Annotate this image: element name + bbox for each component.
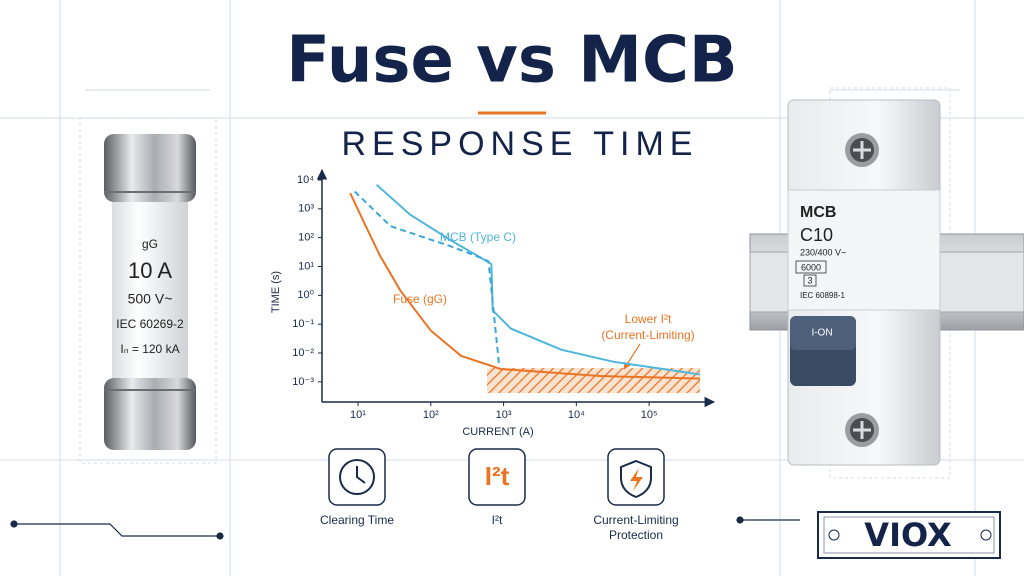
fuse-label: 500 V~	[128, 291, 173, 307]
annotation: (Current-Limiting)	[601, 328, 694, 342]
shield-icon	[620, 459, 652, 499]
title: Fuse vs MCB	[286, 24, 737, 98]
y-tick-label: 10¹	[298, 260, 314, 272]
series-label: MCB (Type C)	[440, 230, 516, 244]
y-tick-label: 10⁻¹	[292, 318, 314, 330]
fuse-label: gG	[142, 237, 158, 251]
series-line	[349, 192, 701, 380]
series-label: Fuse (gG)	[393, 292, 447, 306]
icon-label: Protection	[609, 528, 663, 542]
annotation-arrow	[623, 343, 641, 370]
x-tick-label: 10⁴	[568, 409, 585, 421]
mcb-label: C10	[800, 225, 833, 245]
icon-label: I²t	[492, 513, 503, 527]
series-line	[375, 184, 701, 376]
mcb-label: MCB	[800, 204, 836, 221]
x-tick-label: 10⁵	[641, 409, 658, 421]
icon-label: Clearing Time	[320, 513, 394, 527]
mcb-label: 3	[807, 275, 812, 285]
y-tick-label: 10³	[298, 203, 314, 215]
current-limiting-area	[487, 368, 700, 393]
fuse-label: IEC 60269-2	[116, 317, 184, 331]
clock-icon	[339, 459, 375, 495]
y-axis-label: TIME (s)	[270, 271, 282, 313]
annotation: Lower I²t	[625, 312, 672, 326]
subtitle: RESPONSE TIME	[342, 125, 699, 163]
icon-glyph: I²t	[485, 461, 510, 491]
y-tick-label: 10⁻³	[292, 376, 314, 388]
mcb-illustration	[749, 99, 1024, 466]
chart: 10⁴ 10³ 10² 10¹ 10⁰ 10⁻¹ 10⁻² 10⁻³ 10¹ 10² 10³ 10⁴ 1…	[270, 168, 716, 438]
x-tick-label: 10²	[423, 409, 439, 421]
switch-label: I-ON	[811, 328, 832, 339]
y-tick-label: 10⁰	[297, 289, 314, 301]
x-tick-label: 10³	[496, 409, 512, 421]
series-line	[354, 190, 501, 367]
fuse-label: Iₙ = 120 kA	[120, 342, 179, 356]
icon-label: Current-Limiting	[593, 513, 678, 527]
y-tick-label: 10⁴	[297, 174, 314, 186]
fuse-illustration	[104, 134, 196, 450]
fuse-label: 10 A	[128, 258, 172, 283]
x-tick-label: 10¹	[350, 409, 366, 421]
brand-badge	[817, 511, 1001, 559]
mcb-label: IEC 60898-1	[800, 291, 845, 300]
y-tick-label: 10⁻²	[292, 347, 314, 359]
mcb-label: 230/400 V~	[800, 247, 846, 257]
x-axis-label: CURRENT (A)	[462, 426, 533, 438]
circuit-lines	[10, 516, 800, 540]
y-tick-label: 10²	[298, 232, 314, 244]
brand: VIOX	[864, 516, 952, 554]
mcb-label: 6000	[801, 262, 821, 272]
